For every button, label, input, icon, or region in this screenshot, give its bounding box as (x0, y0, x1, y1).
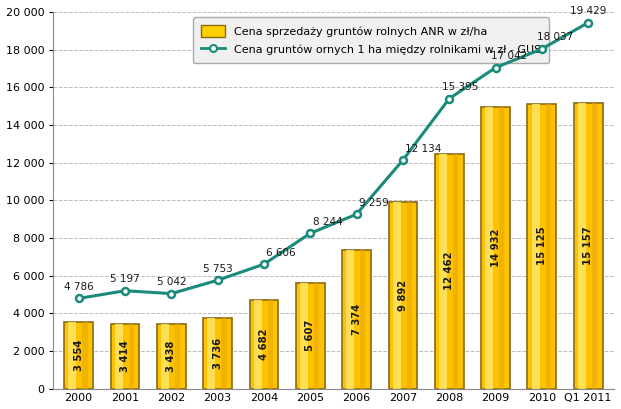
Text: 9 259: 9 259 (359, 198, 389, 208)
Text: 4 786: 4 786 (64, 282, 94, 292)
Bar (68, 321, 76, 389)
Bar (161, 324, 169, 389)
Bar (592, 103, 597, 389)
Bar (407, 202, 412, 389)
Text: 7 374: 7 374 (351, 303, 361, 335)
Bar (546, 104, 551, 389)
Bar (253, 300, 261, 389)
Text: 3 438: 3 438 (166, 341, 176, 372)
Bar (499, 108, 504, 389)
Bar (439, 154, 447, 389)
Text: 5 753: 5 753 (202, 264, 232, 274)
Bar (296, 283, 325, 389)
Bar (360, 250, 366, 389)
Text: 3 414: 3 414 (120, 341, 130, 372)
Text: 15 395: 15 395 (442, 82, 479, 92)
Bar (157, 324, 186, 389)
Bar (65, 321, 93, 389)
Bar (83, 321, 88, 389)
Text: 14 932: 14 932 (491, 229, 501, 267)
Bar (392, 202, 401, 389)
Bar (435, 154, 463, 389)
Text: 18 037: 18 037 (537, 32, 573, 43)
Bar (115, 324, 123, 389)
Bar (578, 103, 586, 389)
Text: 4 682: 4 682 (259, 329, 269, 360)
Bar (221, 318, 227, 389)
Bar (175, 324, 180, 389)
Bar (250, 300, 278, 389)
Text: 6 606: 6 606 (266, 248, 296, 258)
Bar (481, 108, 510, 389)
Bar (574, 103, 602, 389)
Bar (453, 154, 458, 389)
Bar (527, 104, 556, 389)
Text: 8 244: 8 244 (312, 217, 342, 227)
Legend: Cena sprzedaży gruntów rolnych ANR w zł/ha, Cena gruntów ornych 1 ha między roln: Cena sprzedaży gruntów rolnych ANR w zł/… (193, 18, 550, 63)
Text: 5 197: 5 197 (110, 274, 140, 284)
Bar (300, 283, 308, 389)
Text: 15 125: 15 125 (537, 227, 547, 265)
Text: 12 134: 12 134 (406, 144, 442, 154)
Bar (347, 250, 355, 389)
Bar (129, 324, 134, 389)
Text: 15 157: 15 157 (583, 227, 593, 265)
Bar (268, 300, 273, 389)
Bar (342, 250, 371, 389)
Text: 5 607: 5 607 (306, 320, 315, 351)
Bar (389, 202, 417, 389)
Text: 3 736: 3 736 (212, 338, 223, 369)
Bar (207, 318, 215, 389)
Bar (111, 324, 139, 389)
Text: 9 892: 9 892 (398, 280, 408, 311)
Text: 3 554: 3 554 (74, 339, 84, 371)
Text: 19 429: 19 429 (570, 6, 606, 16)
Bar (203, 318, 232, 389)
Text: 12 462: 12 462 (444, 252, 454, 290)
Text: 17 042: 17 042 (491, 51, 527, 61)
Bar (314, 283, 319, 389)
Bar (532, 104, 540, 389)
Bar (485, 108, 493, 389)
Text: 5 042: 5 042 (156, 277, 186, 287)
